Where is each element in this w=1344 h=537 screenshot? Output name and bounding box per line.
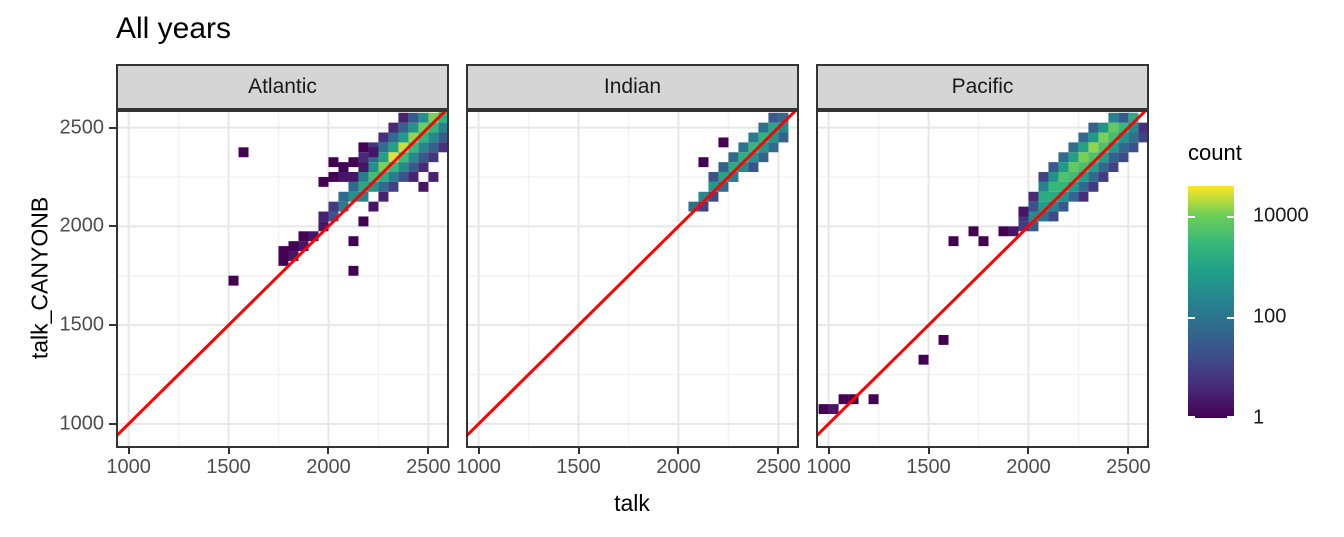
panel-atlantic (116, 110, 449, 448)
identity-line (116, 110, 448, 438)
plot-title: All years (116, 12, 232, 45)
x-tick-label: 2500 (1106, 456, 1151, 478)
x-tick-mark (777, 448, 780, 454)
legend-tick-mark (1227, 416, 1234, 418)
panel-indian (466, 110, 799, 448)
x-tick-mark (1127, 448, 1130, 454)
x-tick-mark (477, 448, 480, 454)
x-tick-mark (1027, 448, 1030, 454)
legend-tick-label: 10000 (1253, 204, 1309, 227)
y-tick-label: 2500 (59, 116, 105, 139)
panel-border (816, 110, 1149, 448)
x-tick-mark (327, 448, 330, 454)
identity-line (816, 110, 1148, 438)
x-tick-label: 2000 (306, 456, 351, 478)
legend-tick-mark (1227, 317, 1234, 320)
x-tick-mark (677, 448, 680, 454)
x-tick-label: 2000 (1006, 456, 1051, 478)
x-tick-mark (227, 448, 230, 454)
x-tick-label: 1500 (206, 456, 251, 478)
y-tick-mark (109, 225, 116, 228)
x-tick-mark (827, 448, 830, 454)
legend-colorbar (1188, 186, 1234, 418)
x-tick-label: 1000 (106, 456, 151, 478)
x-tick-mark (427, 448, 430, 454)
x-tick-label: 2500 (406, 456, 451, 478)
gridlines-major (466, 110, 799, 448)
x-tick-label: 1500 (556, 456, 601, 478)
panel-pacific (816, 110, 1149, 448)
y-tick-label: 2000 (59, 214, 105, 237)
y-tick-label: 1000 (59, 412, 105, 435)
facet-strip-indian: Indian (466, 64, 799, 110)
x-tick-mark (127, 448, 130, 454)
facet-strip-atlantic: Atlantic (116, 64, 449, 110)
y-tick-mark (109, 422, 116, 425)
x-axis-title: talk (614, 490, 650, 516)
x-tick-label: 2000 (656, 456, 701, 478)
facet-strip-pacific: Pacific (816, 64, 1149, 110)
legend-tick-mark (1188, 317, 1195, 320)
x-tick-mark (577, 448, 580, 454)
bin2d-layer (818, 112, 1149, 415)
y-tick-mark (109, 126, 116, 129)
x-tick-label: 1500 (906, 456, 951, 478)
legend-tick-mark (1227, 216, 1234, 219)
x-tick-label: 1000 (806, 456, 851, 478)
panel-border (116, 110, 449, 448)
legend-title: count (1188, 140, 1242, 165)
legend-tick-label: 100 (1253, 305, 1287, 328)
y-tick-mark (109, 324, 116, 327)
x-tick-label: 2500 (756, 456, 801, 478)
panel-border (466, 110, 799, 448)
x-tick-label: 1000 (456, 456, 501, 478)
y-tick-label: 1500 (59, 313, 105, 336)
bin2d-layer (228, 110, 449, 286)
legend-tick-mark (1188, 416, 1195, 418)
legend-tick-label: 1 (1253, 406, 1265, 429)
bin2d-layer (688, 112, 789, 212)
legend-tick-mark (1188, 216, 1195, 219)
x-tick-mark (927, 448, 930, 454)
identity-line (466, 110, 798, 438)
